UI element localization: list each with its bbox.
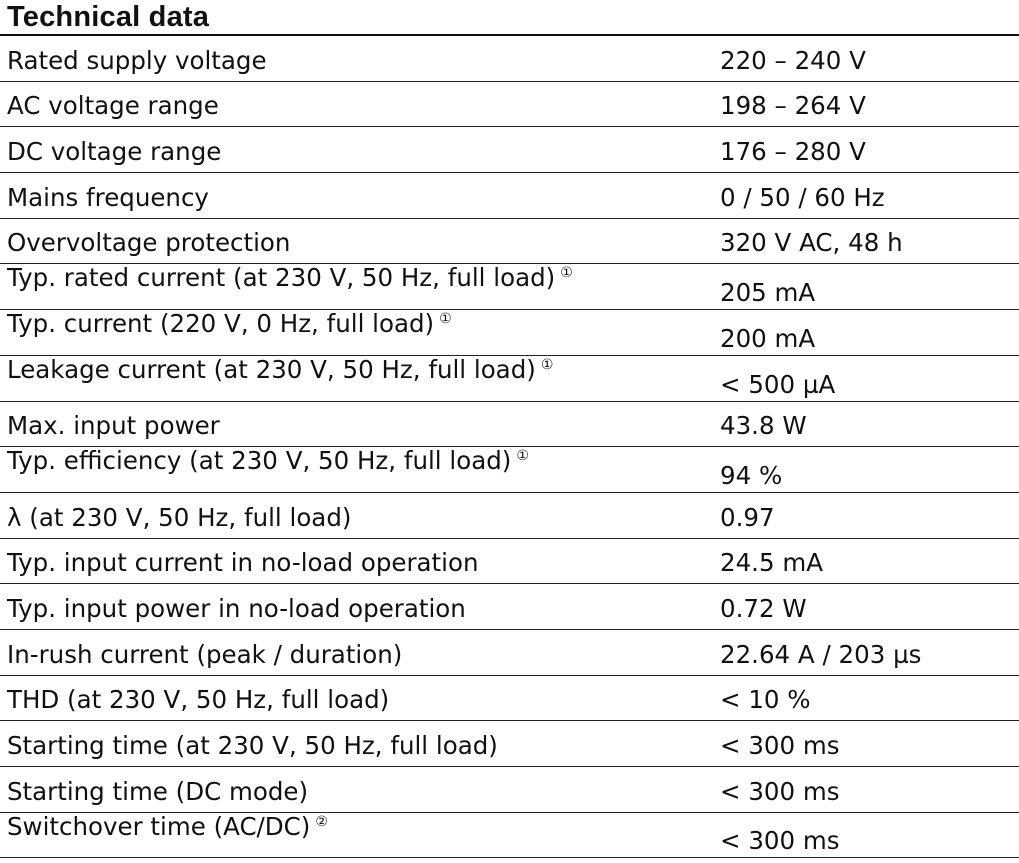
spec-value: < 300 ms xyxy=(720,826,840,856)
spec-row: Typ. input power in no-load operation 0.7… xyxy=(0,584,1019,630)
spec-value: < 10 % xyxy=(720,685,811,715)
spec-row: λ (at 230 V, 50 Hz, full load) 0.97 xyxy=(0,493,1019,539)
footnote-marker: ① xyxy=(540,356,554,373)
spec-value: 320 V AC, 48 h xyxy=(720,228,903,258)
spec-label-text: In-rush current (peak / duration) xyxy=(7,639,403,669)
footnote-marker: ② xyxy=(315,813,328,830)
spec-label: Overvoltage protection xyxy=(7,229,290,257)
spec-value: 24.5 mA xyxy=(720,548,823,578)
spec-row: In-rush current (peak / duration) 22.64 A… xyxy=(0,630,1019,676)
spec-row: THD (at 230 V, 50 Hz, full load) < 10 % xyxy=(0,676,1019,722)
spec-label: Max. input power xyxy=(7,412,220,440)
spec-value: < 300 ms xyxy=(720,731,840,760)
spec-row: Mains frequency 0 / 50 / 60 Hz xyxy=(0,173,1019,219)
technical-data-table: Rated supply voltage 220 – 240 V AC voltag… xyxy=(0,36,1019,859)
spec-label: Leakage current (at 230 V, 50 Hz, full l… xyxy=(7,354,554,384)
spec-label: Starting time (DC mode) xyxy=(7,776,309,806)
spec-label: DC voltage range xyxy=(7,138,221,166)
spec-label-text: Typ. rated current (at 230 V, 50 Hz, ful… xyxy=(7,263,556,293)
spec-label: AC voltage range xyxy=(7,92,219,120)
spec-label: THD (at 230 V, 50 Hz, full load) xyxy=(7,686,389,714)
spec-label-text: Typ. input current in no-load operation xyxy=(7,548,479,578)
spec-label-text: AC voltage range xyxy=(7,91,219,121)
spec-value: 0 / 50 / 60 Hz xyxy=(720,182,885,212)
spec-label: Typ. input power in no-load operation xyxy=(7,593,466,623)
spec-row: AC voltage range 198 – 264 V xyxy=(0,82,1019,128)
spec-row: Starting time (DC mode) < 300 ms xyxy=(0,767,1019,813)
spec-value: < 500 µA xyxy=(720,369,836,399)
spec-row: Typ. input current in no-load operation 2… xyxy=(0,539,1019,585)
spec-label: Typ. current (220 V, 0 Hz, full load) ① xyxy=(7,310,452,338)
spec-label-text: Typ. input power in no-load operation xyxy=(7,593,466,623)
spec-label: Starting time (at 230 V, 50 Hz, full loa… xyxy=(7,732,498,760)
spec-label-text: Typ. current (220 V, 0 Hz, full load) xyxy=(7,309,435,339)
spec-label: λ (at 230 V, 50 Hz, full load) xyxy=(7,502,352,532)
spec-row: Typ. efficiency (at 230 V, 50 Hz, full l… xyxy=(0,447,1019,493)
spec-label: Switchover time (AC/DC) ② xyxy=(7,811,328,841)
spec-value: < 300 ms xyxy=(720,776,840,806)
spec-value: 0.97 xyxy=(720,502,775,532)
spec-label: Rated supply voltage xyxy=(7,45,267,75)
footnote-marker: ① xyxy=(439,311,452,328)
spec-row: Max. input power 43.8 W xyxy=(0,402,1019,448)
spec-value: 22.64 A / 203 µs xyxy=(720,639,922,669)
title-rule xyxy=(0,34,1019,36)
spec-label-text: Max. input power xyxy=(7,411,220,441)
spec-label: Typ. efficiency (at 230 V, 50 Hz, full l… xyxy=(7,447,529,475)
spec-row: Typ. rated current (at 230 V, 50 Hz, ful… xyxy=(0,264,1019,311)
spec-row: Typ. current (220 V, 0 Hz, full load) ① 20… xyxy=(0,310,1019,356)
spec-label-text: Switchover time (AC/DC) xyxy=(7,811,311,841)
spec-row: Leakage current (at 230 V, 50 Hz, full l… xyxy=(0,354,1019,402)
spec-label-text: Overvoltage protection xyxy=(7,228,291,258)
spec-value: 205 mA xyxy=(720,278,816,308)
section-title: Technical data xyxy=(7,1,210,33)
footnote-marker: ① xyxy=(560,265,573,282)
spec-row: Rated supply voltage 220 – 240 V xyxy=(0,36,1019,82)
spec-label: In-rush current (peak / duration) xyxy=(7,639,403,669)
footnote-marker: ① xyxy=(516,448,529,465)
spec-value: 200 mA xyxy=(720,323,816,353)
spec-label-text: Rated supply voltage xyxy=(7,45,267,75)
spec-value: 176 – 280 V xyxy=(720,137,866,167)
spec-label: Typ. input current in no-load operation xyxy=(7,549,478,577)
spec-label-text: DC voltage range xyxy=(7,137,222,167)
spec-label-text: THD (at 230 V, 50 Hz, full load) xyxy=(7,685,390,715)
spec-label: Typ. rated current (at 230 V, 50 Hz, ful… xyxy=(7,264,573,292)
spec-label: Mains frequency xyxy=(7,182,209,212)
spec-label-text: Starting time (DC mode) xyxy=(7,776,309,806)
spec-value: 198 – 264 V xyxy=(720,91,866,121)
spec-row: Overvoltage protection 320 V AC, 48 h xyxy=(0,219,1019,265)
spec-row: Starting time (at 230 V, 50 Hz, full loa… xyxy=(0,721,1019,767)
spec-label-text: Leakage current (at 230 V, 50 Hz, full l… xyxy=(7,354,536,384)
spec-row: DC voltage range 176 – 280 V xyxy=(0,127,1019,174)
spec-value: 43.8 W xyxy=(720,411,807,441)
spec-label-text: Typ. efficiency (at 230 V, 50 Hz, full l… xyxy=(7,446,512,476)
spec-label-text: Mains frequency xyxy=(7,182,209,212)
spec-label-text: λ (at 230 V, 50 Hz, full load) xyxy=(7,502,352,532)
spec-value: 94 % xyxy=(720,460,783,490)
spec-value: 0.72 W xyxy=(720,593,807,623)
spec-label-text: Starting time (at 230 V, 50 Hz, full loa… xyxy=(7,731,498,760)
spec-row: Switchover time (AC/DC) ② < 300 ms xyxy=(0,811,1019,859)
spec-value: 220 – 240 V xyxy=(720,45,866,75)
